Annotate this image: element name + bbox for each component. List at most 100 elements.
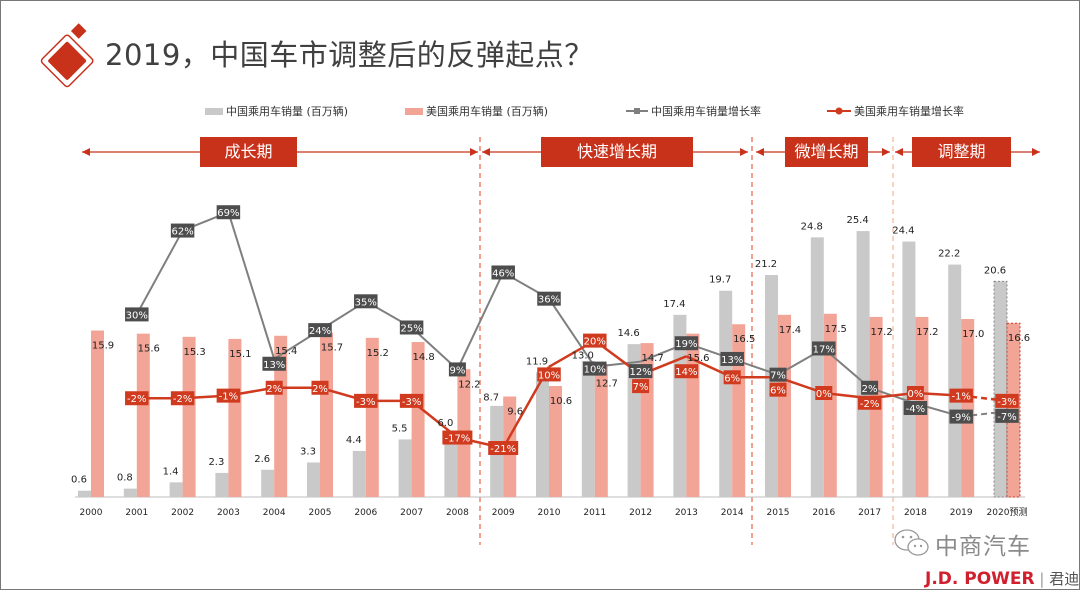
- china-growth-label: -4%: [906, 404, 925, 415]
- china-sales-bar: [902, 241, 916, 497]
- us-growth-label: -17%: [444, 434, 470, 445]
- china-sales-label: 22.2: [938, 249, 960, 260]
- phase-rapid-growth: 快速增长期: [541, 137, 693, 167]
- china-sales-bar: [398, 439, 412, 497]
- us-growth-label-box: [311, 380, 329, 395]
- china-growth-label-box: [903, 401, 928, 415]
- us-growth-label-box: [674, 364, 699, 379]
- legend-label: 中国乘用车销量 (百万辆): [226, 105, 349, 118]
- china-sales-bar: [856, 231, 870, 497]
- x-tick-label: 2019: [950, 508, 973, 518]
- arrow-left-icon: [756, 148, 764, 156]
- china-sales-label: 4.4: [346, 435, 362, 446]
- us-sales-label: 15.3: [183, 347, 205, 358]
- china-sales-label: 24.4: [892, 226, 914, 237]
- us-growth-label: -2%: [173, 394, 192, 405]
- us-growth-label: -2%: [127, 394, 146, 405]
- us-growth-label-box: [216, 388, 241, 403]
- legend-label: 美国乘用车销量增长率: [854, 105, 964, 118]
- us-growth-label-box: [125, 391, 149, 406]
- china-growth-label: 24%: [309, 326, 331, 337]
- china-growth-label: 13%: [263, 360, 285, 371]
- china-growth-label: 36%: [538, 295, 560, 306]
- us-growth-label-box: [995, 393, 1019, 408]
- x-tick-label: 2010: [538, 508, 561, 518]
- china-growth-label: 12%: [629, 367, 651, 378]
- x-tick-label: 2013: [675, 508, 698, 518]
- us-sales-label: 16.6: [1008, 333, 1030, 344]
- us-growth-label-box: [170, 391, 195, 406]
- us-growth-label: -3%: [997, 397, 1016, 408]
- legend-china-growth: 中国乘用车销量增长率: [626, 103, 761, 119]
- us-sales-label: 15.7: [321, 343, 343, 354]
- us-growth-label-box: [769, 382, 787, 397]
- legend-china-sales: 中国乘用车销量 (百万辆): [205, 103, 348, 119]
- us-sales-label: 17.0: [962, 329, 984, 340]
- china-sales-bar: [536, 372, 549, 497]
- arrow-right-icon: [882, 148, 890, 156]
- us-sales-label: 15.6: [138, 344, 160, 355]
- us-sales-label: 17.5: [825, 324, 847, 335]
- legend-swatch: [405, 107, 423, 115]
- china-growth-label-box: [170, 223, 195, 238]
- china-growth-label-box: [812, 341, 836, 356]
- china-sales-bar: [123, 488, 137, 497]
- us-growth-label-box: [857, 395, 882, 410]
- phase-growth: 成长期: [200, 137, 297, 167]
- us-sales-bar: [778, 314, 791, 497]
- x-tick-label: 2009: [492, 508, 515, 518]
- us-sales-bar: [182, 336, 196, 497]
- us-growth-label: -3%: [356, 397, 375, 408]
- china-sales-label: 17.4: [663, 299, 685, 310]
- x-tick-label: 2012: [629, 508, 652, 518]
- china-sales-label: 6.0: [437, 418, 453, 429]
- us-sales-label: 15.9: [92, 341, 114, 352]
- us-sales-label: 12.7: [596, 379, 618, 390]
- us-sales-bar: [228, 338, 242, 497]
- x-tick-label: 2017: [858, 508, 881, 518]
- us-growth-label: -1%: [219, 392, 238, 403]
- x-tick-label: 2011: [583, 508, 606, 518]
- wechat-icon: [894, 529, 929, 556]
- china-growth-label-box: [769, 367, 787, 382]
- china-sales-label: 24.8: [801, 221, 823, 232]
- us-sales-label: 10.6: [550, 396, 572, 407]
- us-sales-bar: [365, 337, 379, 497]
- china-sales-label: 21.2: [755, 259, 777, 270]
- us-growth-label-box: [949, 388, 973, 403]
- us-sales-label: 17.2: [916, 327, 938, 338]
- us-sales-bar: [91, 330, 104, 497]
- china-growth-line-segment: [135, 230, 184, 315]
- china-sales-label: 0.6: [71, 475, 87, 486]
- us-growth-label: -3%: [402, 397, 421, 408]
- phase-adjustment: 调整期: [912, 137, 1011, 167]
- china-sales-bar: [215, 472, 229, 497]
- china-growth-label-box: [949, 409, 973, 424]
- x-tick-label: 2005: [309, 508, 332, 518]
- china-growth-label: 30%: [126, 310, 148, 321]
- china-sales-bar: [307, 462, 320, 497]
- us-growth-label-box: [723, 370, 741, 385]
- us-sales-label: 15.6: [687, 353, 709, 364]
- china-sales-bar: [948, 264, 962, 497]
- china-sales-bar: [261, 469, 275, 497]
- us-growth-label: 0%: [907, 389, 923, 400]
- china-growth-label: 9%: [449, 365, 465, 376]
- china-sales-label: 1.4: [163, 466, 179, 477]
- us-sales-label: 15.1: [229, 349, 251, 360]
- china-growth-label-box: [491, 265, 515, 280]
- china-sales-bar: [169, 482, 183, 497]
- china-growth-label-box: [216, 205, 241, 220]
- china-sales-bar: [810, 237, 824, 497]
- watermark-text: 中商汽车: [935, 534, 1031, 560]
- china-growth-label: 19%: [675, 339, 697, 350]
- china-growth-label: 69%: [217, 208, 239, 219]
- us-sales-label: 15.4: [275, 346, 297, 357]
- legend-label: 美国乘用车销量 (百万辆): [426, 105, 549, 118]
- x-tick-label: 2007: [400, 508, 423, 518]
- china-growth-line-segment: [456, 272, 505, 370]
- x-tick-label: 2014: [721, 508, 744, 518]
- us-growth-label: -1%: [951, 392, 970, 403]
- x-tick-label: 2020预测: [987, 507, 1028, 518]
